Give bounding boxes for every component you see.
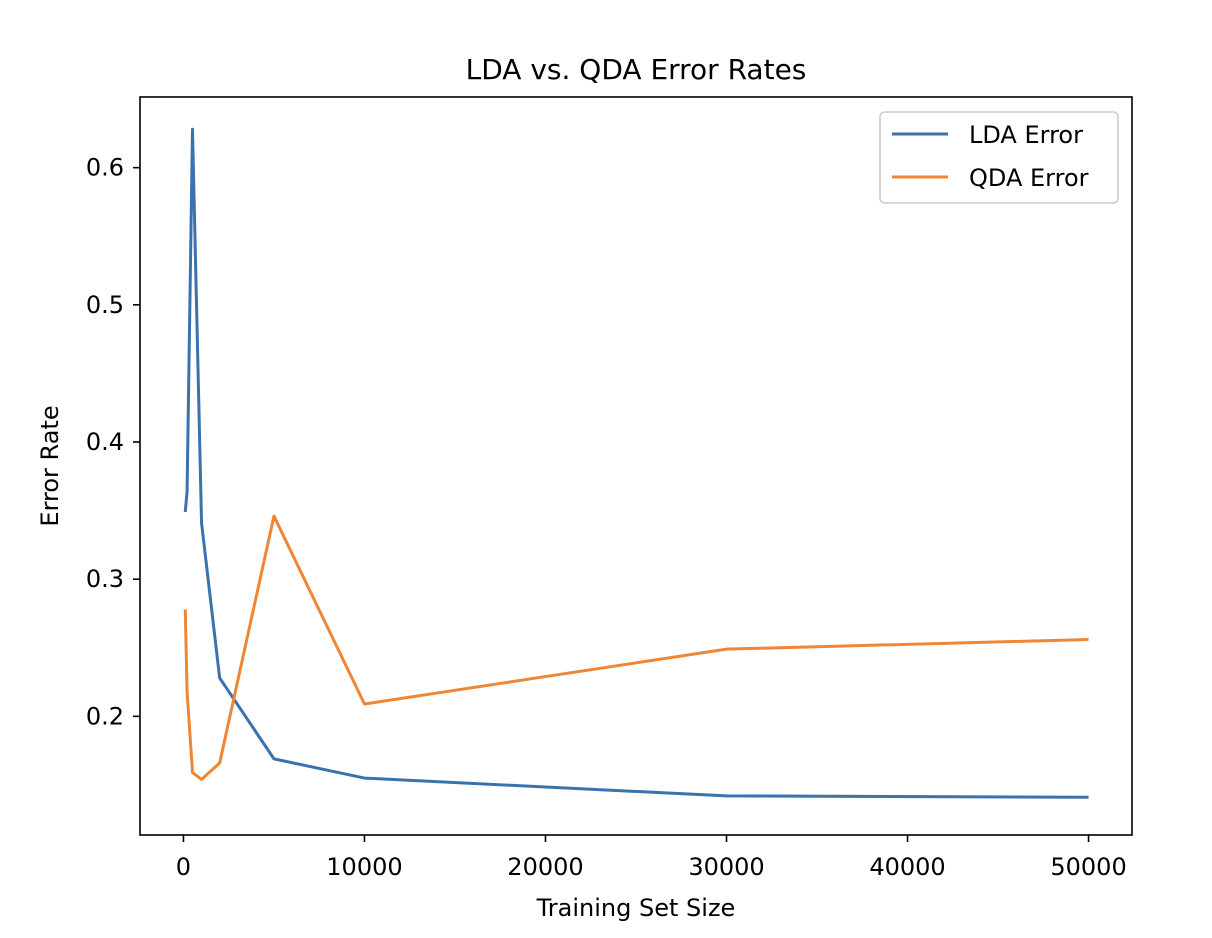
x-axis-label: Training Set Size <box>536 894 736 922</box>
y-axis-label: Error Rate <box>36 405 64 526</box>
x-tick-label: 40000 <box>869 853 945 881</box>
series-line-qda <box>183 514 1089 781</box>
chart-title: LDA vs. QDA Error Rates <box>466 53 807 86</box>
x-tick-label: 50000 <box>1050 853 1126 881</box>
y-tick-label: 0.6 <box>86 154 124 182</box>
legend: LDA Error QDA Error <box>879 111 1119 204</box>
legend-label-qda: QDA Error <box>969 164 1089 192</box>
plot-frame <box>139 96 1133 836</box>
series-line-lda <box>183 127 1089 799</box>
plot-area <box>183 127 1089 799</box>
y-tick-label: 0.4 <box>86 428 124 456</box>
y-tick-label: 0.3 <box>86 565 124 593</box>
y-axis-ticks: 0.2 0.3 0.4 0.5 0.6 <box>86 154 140 730</box>
y-tick-label: 0.2 <box>86 702 124 730</box>
y-tick-label: 0.5 <box>86 291 124 319</box>
x-tick-label: 20000 <box>507 853 583 881</box>
x-tick-label: 0 <box>176 853 191 881</box>
x-tick-label: 10000 <box>326 853 402 881</box>
x-tick-label: 30000 <box>688 853 764 881</box>
x-axis-ticks: 0 10000 20000 30000 40000 50000 <box>176 835 1127 881</box>
legend-label-lda: LDA Error <box>969 121 1083 149</box>
